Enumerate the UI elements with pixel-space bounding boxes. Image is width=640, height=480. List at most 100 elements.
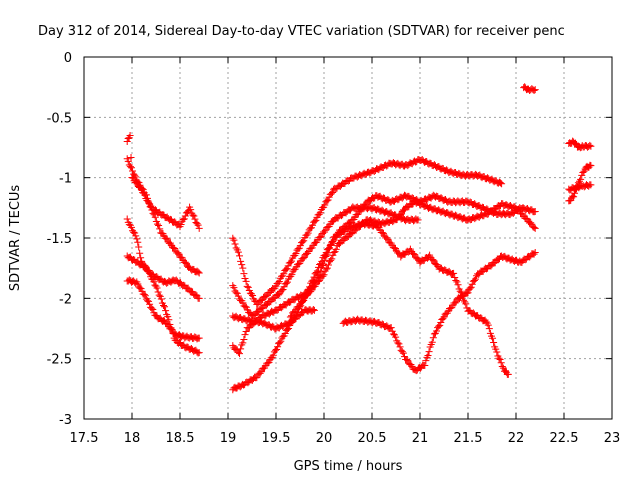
data-point-marker (320, 260, 328, 268)
data-point-marker (247, 290, 255, 298)
data-point-marker (456, 287, 464, 295)
data-point-marker (324, 261, 332, 269)
x-tick-label: 18.5 (166, 431, 195, 446)
data-point-marker (531, 207, 539, 215)
data-point-marker (239, 299, 247, 307)
data-point-marker (570, 193, 578, 201)
data-point-marker (127, 164, 135, 172)
data-point-marker (324, 196, 332, 204)
data-point-marker (229, 234, 237, 242)
data-point-marker (429, 334, 437, 342)
data-point-marker (146, 269, 154, 277)
x-tick-label: 21 (412, 431, 429, 446)
data-point-marker (311, 278, 319, 286)
data-point-marker (177, 221, 185, 229)
data-point-marker (164, 313, 172, 321)
series-track-5 (123, 276, 203, 343)
data-point-marker (124, 134, 132, 142)
data-point-marker (578, 171, 586, 179)
data-point-marker (299, 238, 307, 246)
x-tick-label: 20 (316, 431, 333, 446)
data-point-marker (190, 212, 198, 220)
data-point-marker (311, 217, 319, 225)
x-tick-label: 17.5 (70, 431, 99, 446)
data-point-marker (194, 268, 202, 276)
data-point-marker (299, 255, 307, 263)
data-point-marker (348, 230, 356, 238)
data-point-marker (129, 167, 137, 175)
data-point-marker (321, 256, 329, 264)
y-tick-label: 0 (64, 51, 72, 66)
data-point-marker (587, 162, 595, 170)
data-point-marker (433, 327, 441, 335)
data-point-marker (452, 277, 460, 285)
data-point-marker (141, 263, 149, 271)
data-point-marker (587, 142, 595, 150)
data-point-marker (530, 223, 538, 231)
data-point-marker (131, 171, 139, 179)
data-points (123, 83, 595, 394)
data-point-marker (394, 339, 402, 347)
data-point-marker (492, 345, 500, 353)
data-point-marker (439, 315, 447, 323)
data-point-marker (328, 188, 336, 196)
data-point-marker (296, 242, 304, 250)
data-point-marker (450, 269, 458, 277)
data-point-marker (531, 248, 539, 256)
data-point-marker (234, 248, 242, 256)
data-point-marker (327, 256, 335, 264)
data-point-marker (165, 316, 173, 324)
data-point-marker (232, 244, 240, 252)
data-point-marker (155, 291, 163, 299)
data-point-marker (452, 298, 460, 306)
data-point-marker (422, 357, 430, 365)
data-point-marker (132, 232, 140, 240)
data-point-marker (288, 312, 296, 320)
data-point-marker (396, 343, 404, 351)
data-point-marker (243, 282, 251, 290)
data-point-marker (234, 292, 242, 300)
data-point-marker (504, 370, 512, 378)
data-point-marker (193, 220, 201, 228)
data-point-marker (496, 355, 504, 363)
data-point-marker (332, 245, 340, 253)
data-point-marker (142, 191, 150, 199)
data-point-marker (498, 363, 506, 371)
data-point-marker (250, 311, 258, 319)
data-point-marker (429, 256, 437, 264)
data-point-marker (195, 334, 203, 342)
series-track-10 (229, 305, 318, 333)
data-point-marker (299, 298, 307, 306)
series-track-13 (520, 83, 539, 95)
data-point-marker (149, 305, 157, 313)
data-point-marker (161, 303, 169, 311)
data-point-marker (462, 300, 470, 308)
data-point-marker (126, 132, 134, 140)
data-point-marker (414, 216, 422, 224)
data-point-marker (395, 340, 403, 348)
data-point-marker (323, 197, 331, 205)
data-point-marker (181, 258, 189, 266)
series-track-3 (123, 215, 203, 302)
data-point-marker (295, 312, 303, 320)
data-point-marker (493, 348, 501, 356)
data-point-marker (392, 333, 400, 341)
data-point-marker (280, 270, 288, 278)
data-point-marker (319, 261, 327, 269)
data-point-marker (195, 269, 203, 277)
data-point-marker (300, 237, 308, 245)
data-point-marker (436, 321, 444, 329)
data-point-marker (410, 250, 418, 258)
data-point-marker (240, 336, 248, 344)
series-track-11 (286, 219, 512, 378)
data-point-marker (586, 141, 594, 149)
data-point-marker (319, 272, 327, 280)
data-point-marker (464, 289, 472, 297)
data-point-marker (141, 292, 149, 300)
data-point-marker (403, 355, 411, 363)
data-point-marker (327, 190, 335, 198)
data-point-marker (236, 350, 244, 358)
data-point-marker (181, 212, 189, 220)
data-point-marker (153, 220, 161, 228)
x-tick-label: 22 (508, 431, 525, 446)
